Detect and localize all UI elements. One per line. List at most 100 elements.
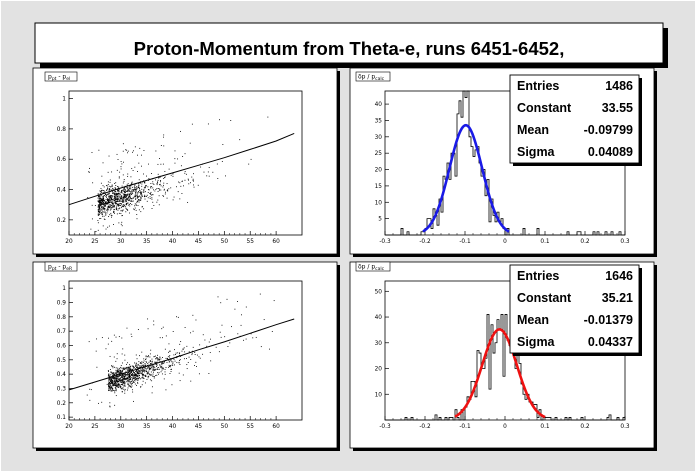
scatter-point [127, 152, 128, 154]
scatter-point [111, 373, 113, 375]
scatter-point [159, 364, 160, 366]
scatter-point [160, 185, 162, 187]
scatter-point [146, 368, 148, 370]
scatter-point [128, 190, 130, 192]
scatter-point [150, 365, 152, 367]
scatter-point [126, 190, 128, 192]
scatter-point [168, 359, 170, 361]
scatter-point [106, 185, 108, 187]
scatter-point [114, 190, 116, 192]
scatter-point [134, 203, 136, 205]
scatter-point [112, 383, 114, 385]
scatter-point [129, 372, 131, 374]
scatter-point [120, 203, 122, 205]
scatter-point [116, 192, 118, 194]
scatter-point [138, 372, 140, 374]
scatter-point [99, 198, 101, 200]
scatter-point [245, 306, 247, 308]
scatter-point [163, 188, 165, 190]
scatter-point [123, 376, 125, 378]
scatter-point [157, 358, 159, 360]
scatter-point [116, 198, 118, 200]
scatter-point [164, 348, 166, 350]
scatter-point [155, 189, 157, 190]
scatter-point [152, 366, 154, 368]
scatter-point [114, 381, 116, 383]
scatter-point [116, 377, 118, 379]
scatter-point [161, 369, 163, 371]
scatter-point [149, 193, 151, 194]
scatter-point [151, 358, 153, 360]
scatter-point [140, 365, 142, 367]
scatter-point [148, 364, 150, 366]
scatter-point [145, 365, 147, 367]
scatter-point [99, 199, 101, 201]
scatter-point [141, 369, 143, 371]
scatter-point [127, 189, 128, 191]
scatter-point [154, 190, 156, 192]
scatter-point [219, 119, 220, 121]
scatter-point [107, 199, 109, 201]
scatter-point [126, 363, 127, 365]
scatter-point [144, 368, 146, 370]
scatter-point [141, 351, 143, 353]
scatter-point [101, 206, 102, 208]
scatter-point [115, 383, 117, 385]
scatter-point [206, 175, 208, 177]
scatter-point [124, 385, 126, 387]
scatter-point [116, 213, 118, 215]
scatter-point [124, 382, 126, 384]
scatter-point [106, 200, 108, 202]
scatter-point [108, 202, 110, 204]
scatter-point [142, 368, 144, 370]
scatter-point [146, 175, 147, 177]
scatter-point [134, 146, 136, 148]
scatter-point [169, 361, 171, 363]
scatter-point [131, 389, 133, 391]
scatter-point [121, 185, 123, 187]
scatter-point [107, 370, 109, 371]
scatter-point [103, 208, 104, 210]
scatter-point [146, 200, 148, 202]
scatter-point [108, 206, 110, 208]
scatter-point [171, 368, 172, 370]
scatter-point [105, 195, 107, 196]
scatter-point [109, 197, 111, 199]
scatter-point [92, 182, 94, 184]
scatter-point [121, 209, 123, 211]
scatter-point [184, 327, 186, 328]
scatter-point [137, 196, 139, 198]
scatter-point [132, 365, 134, 367]
scatter-point [115, 390, 117, 392]
scatter-point [131, 336, 133, 338]
scatter-point [101, 196, 103, 198]
scatter-point [99, 205, 101, 207]
stats-sigma-value: 0.04337 [588, 335, 633, 349]
scatter-point [102, 206, 104, 208]
scatter-point [153, 320, 155, 322]
scatter-point [122, 362, 123, 364]
x-tick-label: 50 [221, 239, 229, 245]
scatter-point [237, 301, 238, 302]
scatter-point [134, 372, 136, 374]
scatter-point [110, 195, 111, 197]
scatter-point [151, 198, 153, 200]
scatter-point [157, 179, 159, 181]
scatter-point [157, 199, 159, 201]
scatter-point [126, 381, 128, 383]
scatter-point [162, 163, 164, 165]
scatter-point [115, 197, 117, 199]
scatter-point [129, 385, 131, 387]
scatter-point [110, 389, 112, 391]
scatter-point [141, 193, 142, 195]
scatter-point [136, 384, 137, 386]
x-tick-label: -0.2 [419, 424, 431, 430]
scatter-point [108, 387, 110, 389]
scatter-point [165, 389, 167, 391]
scatter-point [142, 191, 144, 193]
scatter-point [224, 336, 226, 338]
scatter-point [160, 367, 162, 369]
scatter-point [108, 188, 110, 190]
scatter-point [134, 376, 136, 378]
scatter-point [120, 197, 122, 199]
